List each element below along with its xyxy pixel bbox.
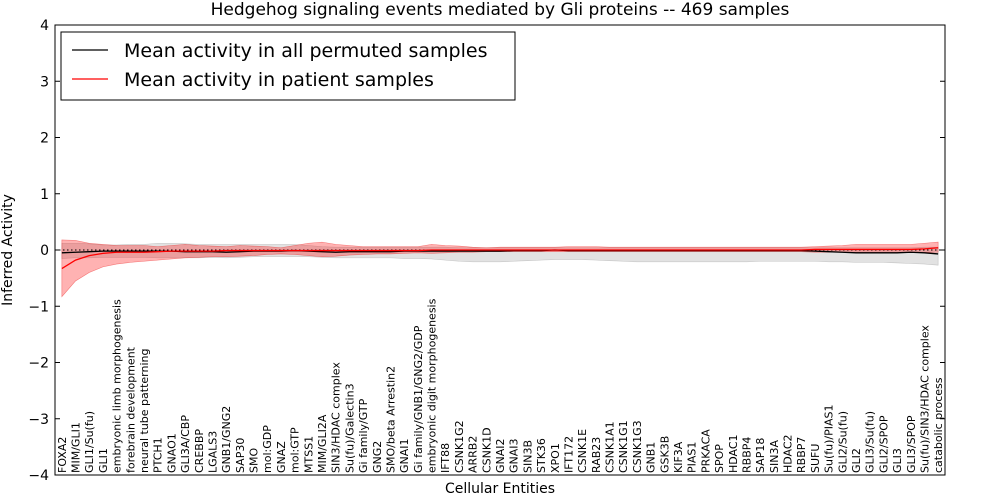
- category-label: GLI2/Su(fu): [836, 411, 849, 473]
- category-label: Su(fu)/PIAS1: [823, 405, 836, 473]
- category-label: PIAS1: [686, 442, 699, 473]
- y-tick-label: 1: [40, 187, 49, 203]
- category-label: PTCH1: [152, 437, 165, 473]
- y-axis-label: Inferred Activity: [0, 194, 16, 306]
- plot-area: [55, 239, 945, 298]
- y-tick-label: 0: [40, 243, 49, 259]
- category-label: RBBP4: [740, 437, 753, 473]
- category-label: embryonic digit morphogenesis: [426, 298, 439, 473]
- category-label: GLI3A/CBP: [179, 415, 192, 473]
- category-label: GLI3/SPOP: [905, 415, 918, 473]
- y-tick-label: −1: [28, 299, 49, 315]
- category-label: GNAI1: [398, 438, 411, 473]
- category-label: FOXA2: [56, 437, 69, 473]
- category-label: IFT88: [439, 443, 452, 473]
- category-label: Su(fu)/Galectin3: [343, 383, 356, 473]
- category-label: CREBBP: [193, 429, 206, 473]
- category-label: GLI1: [97, 448, 110, 473]
- category-label: SIN3B: [521, 440, 534, 473]
- category-label: catabolic process: [932, 377, 945, 473]
- category-label: KIF3A: [672, 441, 685, 473]
- chart-title: Hedgehog signaling events mediated by Gl…: [211, 0, 790, 20]
- category-label: SIN3/HDAC complex: [330, 362, 343, 473]
- legend: Mean activity in all permuted samples Me…: [60, 31, 516, 101]
- category-label: RAB23: [590, 437, 603, 473]
- category-label: CSNK1G2: [453, 420, 466, 473]
- category-label: GNAI3: [508, 438, 521, 473]
- category-label: STK36: [535, 438, 548, 473]
- category-label: SUFU: [809, 444, 822, 473]
- y-tick-label: −2: [28, 356, 49, 372]
- category-label: Gi family/GTP: [357, 398, 370, 473]
- legend-label-patient: Mean activity in patient samples: [124, 69, 434, 91]
- x-axis-label: Cellular Entities: [445, 481, 555, 497]
- permuted-confidence-band: [61, 242, 939, 266]
- category-label: CSNK1E: [576, 429, 589, 473]
- category-label: GNB1: [645, 442, 658, 473]
- category-label: SPOP: [713, 444, 726, 473]
- category-label: CSNK1G3: [631, 420, 644, 473]
- category-label: SIN3A: [768, 440, 781, 473]
- category-label: Gi family/GNB1/GNG2/GDP: [412, 325, 425, 473]
- category-label: mol:GTP: [289, 427, 302, 473]
- category-label: MTSS1: [302, 436, 315, 473]
- category-label: XPO1: [549, 443, 562, 473]
- legend-box: [60, 31, 516, 101]
- y-tick-label: 4: [40, 18, 49, 34]
- category-label: GNB1/GNG2: [220, 406, 233, 473]
- category-label: MIM/GLI2A: [316, 414, 329, 473]
- category-label: embryonic limb morphogenesis: [111, 299, 124, 473]
- legend-label-permuted: Mean activity in all permuted samples: [124, 40, 487, 62]
- y-tick-label: 3: [40, 74, 49, 90]
- category-label: Su(fu)/SIN3/HDAC complex: [918, 325, 931, 473]
- category-label: CSNK1A1: [604, 421, 617, 473]
- category-label: GSK3B: [658, 436, 671, 473]
- category-label: forebrain development: [124, 346, 137, 473]
- category-label: neural tube patterning: [138, 349, 151, 474]
- category-label: GLI3/Su(fu): [864, 411, 877, 473]
- category-labels: FOXA2 MIM/GLI1 GLI1/Su(fu) GLI1 embryonic li…: [56, 298, 945, 473]
- category-label: GLI3: [891, 448, 904, 473]
- category-label: SMO: [248, 448, 261, 473]
- category-label: HDAC1: [727, 434, 740, 473]
- category-label: RBBP7: [795, 437, 808, 473]
- category-label: SMO/beta Arrestin2: [384, 366, 397, 473]
- category-label: GNAZ: [275, 441, 288, 473]
- category-label: ARRB2: [467, 436, 480, 473]
- category-label: GLI2: [850, 448, 863, 473]
- category-label: GLI1/Su(fu): [83, 411, 96, 473]
- category-label: CSNK1D: [480, 427, 493, 473]
- category-label: mol:GDP: [261, 425, 274, 473]
- category-label: HDAC2: [782, 434, 795, 473]
- y-tick-label: −3: [28, 412, 49, 428]
- category-label: IFT172: [562, 436, 575, 473]
- patient-mean-line: [61, 247, 939, 270]
- y-tick-label: 2: [40, 131, 49, 147]
- category-label: GNG2: [371, 441, 384, 473]
- category-label: LGALS3: [206, 431, 219, 473]
- category-label: GNAO1: [165, 433, 178, 473]
- category-label: CSNK1G1: [617, 420, 630, 473]
- category-label: PRKACA: [699, 429, 712, 473]
- y-tick-label: −4: [28, 468, 49, 484]
- category-label: GNAI2: [494, 438, 507, 473]
- category-label: SAP30: [234, 438, 247, 473]
- axes: −4 −3 −2 −1 0 1 2 3 4: [28, 18, 946, 484]
- category-label: MIM/GLI1: [70, 422, 83, 473]
- category-label: SAP18: [754, 438, 767, 473]
- category-label: GLI2/SPOP: [877, 415, 890, 473]
